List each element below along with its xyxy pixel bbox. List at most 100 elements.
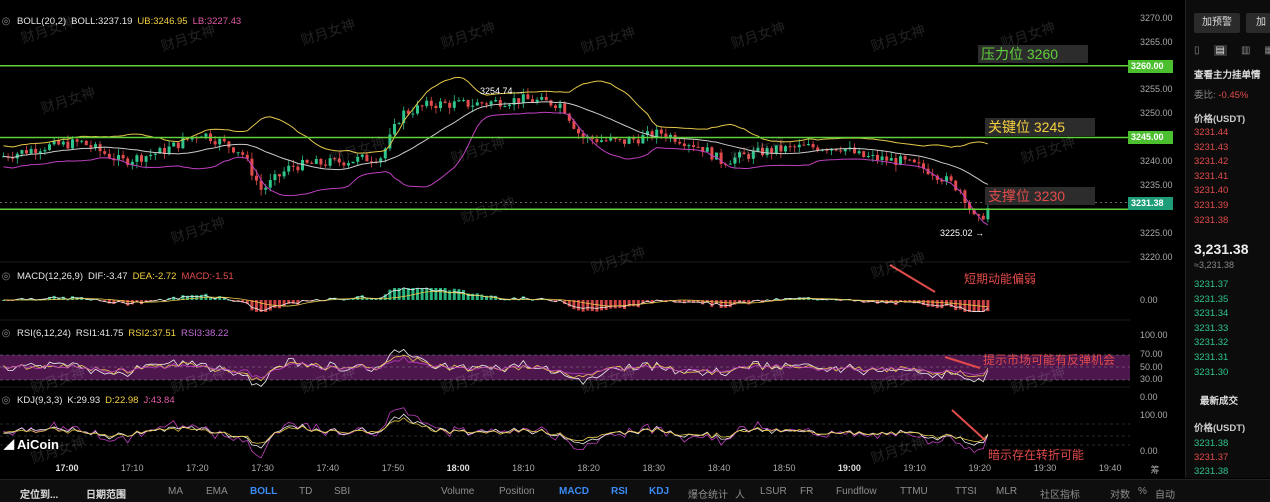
candle-body — [452, 101, 456, 108]
macd-bar — [636, 300, 640, 308]
order-book-sidebar: 加预警 加 ▯ ▤ ▥ ▦ 查看主力挂单情 委比: -0.45% 价格(USDT… — [1185, 0, 1270, 491]
macd-bar — [117, 300, 120, 303]
macd-bar — [393, 288, 396, 300]
bid-row[interactable]: 3231.35 — [1194, 293, 1229, 305]
time-axis-label: 18:40 — [707, 463, 731, 473]
candle-body — [213, 141, 217, 145]
book-view-icon[interactable]: ▥ — [1240, 45, 1251, 56]
toolbar-item-9[interactable]: MACD — [559, 486, 589, 497]
macd-bar — [2, 300, 5, 301]
toolbar-item-4[interactable]: BOLL — [250, 486, 278, 497]
candle-body — [475, 102, 479, 106]
ratio-label: 委比: — [1194, 90, 1216, 101]
book-view-icon[interactable]: ▤ — [1213, 45, 1227, 56]
toolbar-item-10[interactable]: RSI — [611, 486, 628, 497]
toolbar-item-11[interactable]: KDJ — [649, 486, 670, 497]
toolbar-item-0[interactable]: 定位到... — [20, 490, 59, 501]
candle-body — [770, 148, 774, 154]
toolbar-item-2[interactable]: MA — [168, 486, 183, 497]
candle-body — [89, 145, 93, 148]
bid-row[interactable]: 3231.31 — [1194, 352, 1229, 363]
candle-body — [328, 158, 332, 166]
kdj-d-line — [3, 417, 989, 444]
toolbar-item-6[interactable]: SBI — [334, 486, 351, 497]
book-view-icon[interactable]: ▯ — [1194, 45, 1200, 56]
candle-body — [333, 158, 337, 160]
rsi-overbought-band — [0, 355, 1130, 380]
toolbar-item-15[interactable]: FR — [800, 486, 814, 497]
macd-bar — [287, 300, 291, 304]
candle-body — [57, 140, 61, 145]
eye-icon[interactable]: ◎ — [1, 270, 11, 282]
book-view-icon[interactable]: ▦ — [1264, 45, 1270, 56]
macd-bar — [839, 300, 843, 301]
candle-body — [880, 156, 884, 161]
bid-row[interactable]: 3231.32 — [1194, 337, 1229, 349]
trade-row: 3231.38 — [1194, 438, 1229, 449]
eye-icon[interactable]: ◎ — [1, 394, 11, 406]
toolbar-item-14[interactable]: LSUR — [760, 486, 787, 497]
add-button[interactable]: 加 — [1246, 13, 1270, 33]
toolbar-item-21[interactable]: 对数 — [1110, 490, 1130, 501]
toolbar-item-13[interactable]: 人 — [735, 490, 745, 501]
toolbar-item-22[interactable]: % — [1138, 486, 1147, 497]
time-axis[interactable]: 17:00 17:10 17:20 17:30 17:40 17:50 18:00 18:10… — [0, 461, 1185, 477]
candle-body — [774, 145, 778, 154]
macd-bar — [365, 297, 369, 300]
rsi-header: ◎ RSI(6,12,24) RSI1:41.75 RSI2:37.51 RSI… — [0, 326, 229, 340]
ask-row[interactable]: 3231.40 — [1194, 185, 1229, 197]
toolbar-item-17[interactable]: TTMU — [900, 486, 928, 497]
macd-dea-value: DEA:-2.72 — [132, 270, 177, 282]
bid-row[interactable]: 3231.33 — [1194, 322, 1229, 334]
macd-bar — [241, 300, 245, 303]
bid-row[interactable]: 3231.34 — [1194, 308, 1229, 320]
toolbar-item-1[interactable]: 日期范围 — [86, 490, 126, 501]
toolbar-item-7[interactable]: Volume — [441, 486, 475, 497]
candle-body — [163, 148, 166, 155]
macd-bar — [733, 300, 737, 305]
ask-row[interactable]: 3231.38 — [1194, 214, 1229, 226]
ask-row[interactable]: 3231.43 — [1194, 141, 1229, 153]
add-alert-button[interactable]: 加预警 — [1194, 13, 1240, 33]
toolbar-item-5[interactable]: TD — [299, 486, 313, 497]
toolbar-item-16[interactable]: Fundflow — [836, 486, 877, 497]
eye-icon[interactable]: ◎ — [1, 327, 11, 339]
macd-bar — [107, 300, 111, 304]
bid-row[interactable]: 3231.37 — [1194, 279, 1229, 290]
toolbar-item-20[interactable]: 社区指标 — [1040, 490, 1080, 501]
toolbar-item-18[interactable]: TTSI — [955, 486, 977, 497]
ask-row[interactable]: 3231.42 — [1194, 156, 1229, 168]
candlestick-chart[interactable] — [0, 0, 1185, 478]
toolbar-item-8[interactable]: Position — [499, 486, 535, 497]
macd-bar — [278, 300, 281, 309]
macd-bar — [489, 295, 493, 300]
trade-row: 3231.38 — [1194, 466, 1229, 477]
book-title[interactable]: 查看主力挂单情 — [1194, 70, 1261, 81]
ask-row[interactable]: 3231.39 — [1194, 200, 1229, 211]
candle-body — [659, 129, 663, 134]
ask-row[interactable]: 3231.44 — [1194, 127, 1229, 138]
eye-icon[interactable]: ◎ — [1, 15, 11, 27]
candle-body — [71, 139, 74, 149]
mid-price: 3,231.38 — [1194, 241, 1249, 257]
candle-body — [245, 154, 249, 159]
candle-body — [871, 154, 875, 156]
candle-body — [558, 103, 562, 108]
rsi3-line — [3, 356, 989, 379]
toolbar-item-3[interactable]: EMA — [206, 486, 228, 497]
candle-body — [365, 154, 369, 162]
candle-body — [968, 202, 971, 210]
kdj-annotation: 暗示存在转折可能 — [988, 448, 1085, 462]
macd-bar — [480, 294, 484, 300]
candle-body — [241, 152, 245, 155]
toolbar-item-19[interactable]: MLR — [996, 486, 1018, 497]
candle-body — [48, 144, 51, 150]
candle-body — [701, 146, 705, 152]
toolbar-item-23[interactable]: 自动 — [1155, 490, 1175, 501]
toolbar-item-12[interactable]: 爆仓统计 — [688, 490, 728, 501]
bid-row[interactable]: 3231.30 — [1194, 366, 1229, 378]
candle-body — [61, 141, 65, 145]
candle-body — [52, 140, 56, 145]
ask-row[interactable]: 3231.41 — [1194, 170, 1229, 182]
chart-area[interactable]: 财月女神 财月女神 财月女神 财月女神 财月女神 财月女神 财月女神 财月女神 财月女神 财月女神… — [0, 0, 1185, 478]
